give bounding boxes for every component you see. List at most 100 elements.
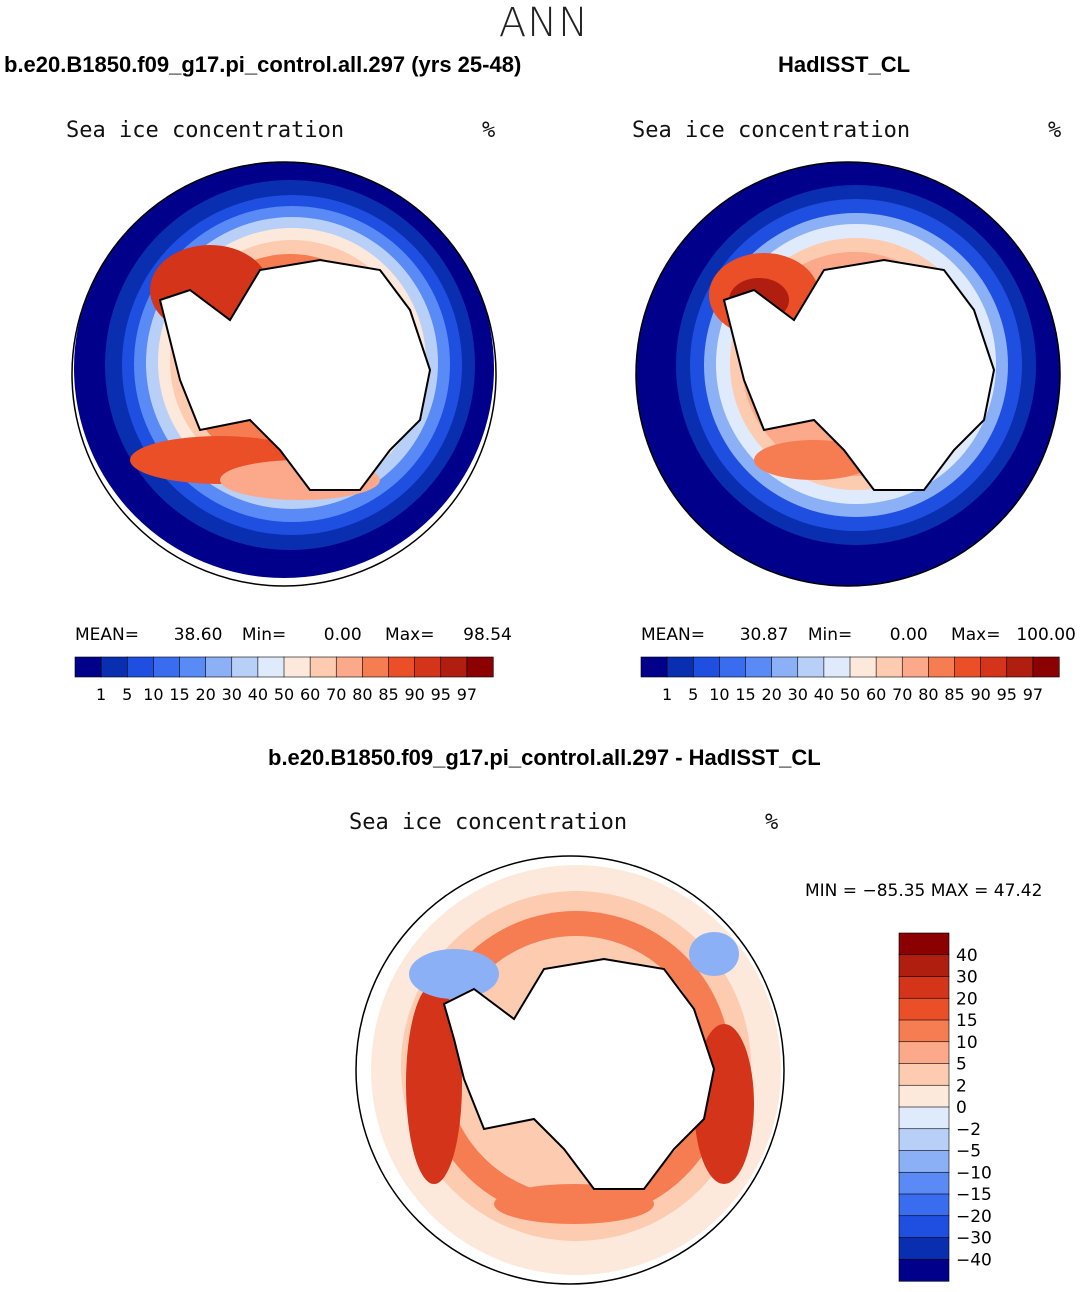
colorbar-swatch bbox=[74, 656, 102, 678]
colorbar-swatch bbox=[126, 656, 154, 678]
obs-min-value: 0.00 bbox=[889, 625, 928, 645]
colorbar-swatch bbox=[901, 656, 929, 678]
colorbar-tick-label: 30 bbox=[956, 968, 978, 988]
obs-case-title: HadISST_CL bbox=[778, 52, 911, 77]
diff-polar-map bbox=[355, 855, 785, 1285]
colorbar-swatch bbox=[179, 656, 207, 678]
colorbar-tick-label: 1 bbox=[662, 685, 672, 704]
colorbar-swatch bbox=[771, 656, 799, 678]
diff-units-label: % bbox=[765, 810, 779, 835]
colorbar-tick-label: 15 bbox=[169, 685, 189, 704]
colorbar-swatch bbox=[823, 656, 851, 678]
colorbar-swatch bbox=[898, 1237, 950, 1260]
obs-polar-map bbox=[635, 161, 1061, 587]
colorbar-swatch bbox=[362, 656, 390, 678]
obs-units-label: % bbox=[1048, 118, 1062, 143]
colorbar-tick-label: 0 bbox=[956, 1098, 967, 1118]
diff-minmax: MIN = −85.35 MAX = 47.42 bbox=[805, 881, 1043, 901]
obs-max-label: Max= bbox=[951, 625, 1001, 645]
colorbar-tick-label: 70 bbox=[892, 685, 912, 704]
colorbar-swatch bbox=[898, 976, 950, 999]
colorbar-swatch bbox=[640, 656, 668, 678]
antarctica-coastline bbox=[722, 258, 996, 491]
colorbar-tick-label: 10 bbox=[709, 685, 729, 704]
model-mean-label: MEAN= bbox=[75, 625, 139, 645]
model-variable-label: Sea ice concentration bbox=[66, 118, 345, 143]
colorbar-tick-label: −15 bbox=[956, 1185, 992, 1205]
colorbar-swatch bbox=[898, 1258, 950, 1282]
colorbar-swatch bbox=[692, 656, 720, 678]
colorbar-tick-label: 85 bbox=[944, 685, 964, 704]
model-units-label: % bbox=[482, 118, 496, 143]
model-case-title: b.e20.B1850.f09_g17.pi_control.all.297 (… bbox=[4, 52, 522, 77]
model-min-label: Min= bbox=[241, 625, 287, 645]
colorbar-swatch bbox=[875, 656, 903, 678]
colorbar-swatch bbox=[898, 1128, 950, 1152]
colorbar-swatch bbox=[849, 656, 877, 678]
colorbar-tick-label: 10 bbox=[956, 1033, 978, 1053]
colorbar-swatch bbox=[898, 1063, 950, 1086]
colorbar-swatch bbox=[928, 656, 956, 678]
colorbar-tick-label: 90 bbox=[970, 685, 990, 704]
colorbar-tick-label: 95 bbox=[431, 685, 451, 704]
colorbar-tick-label: 30 bbox=[222, 685, 242, 704]
colorbar-swatch bbox=[719, 656, 747, 678]
colorbar-swatch bbox=[414, 656, 442, 678]
colorbar-tick-label: 20 bbox=[195, 685, 215, 704]
colorbar-swatch bbox=[309, 656, 337, 678]
colorbar-tick-label: 2 bbox=[956, 1076, 967, 1096]
obs-colorbar: 1 5 10 15 20 30 40 50 60 70 80 85 90 95 97 bbox=[640, 656, 1060, 704]
colorbar-swatch bbox=[954, 656, 982, 678]
colorbar-swatch bbox=[1006, 656, 1034, 678]
antarctica-coastline bbox=[158, 258, 432, 491]
colorbar-tick-label: −10 bbox=[956, 1163, 992, 1183]
colorbar-swatch bbox=[898, 1106, 950, 1130]
colorbar-tick-label: 60 bbox=[866, 685, 886, 704]
colorbar-tick-label: 70 bbox=[326, 685, 346, 704]
colorbar-tick-label: 5 bbox=[956, 1055, 967, 1075]
colorbar-swatch bbox=[898, 932, 950, 956]
colorbar-tick-label: 1 bbox=[96, 685, 106, 704]
model-max-value: 98.54 bbox=[463, 625, 512, 645]
colorbar-swatch bbox=[898, 1171, 950, 1195]
obs-variable-label: Sea ice concentration bbox=[632, 118, 911, 143]
colorbar-tick-label: 5 bbox=[688, 685, 698, 704]
colorbar-tick-label: 40 bbox=[956, 946, 978, 966]
colorbar-swatch bbox=[388, 656, 416, 678]
colorbar-tick-label: 97 bbox=[1023, 685, 1043, 704]
colorbar-swatch bbox=[153, 656, 181, 678]
colorbar-tick-label: 10 bbox=[143, 685, 163, 704]
colorbar-swatch bbox=[898, 1150, 950, 1173]
colorbar-tick-label: 40 bbox=[248, 685, 268, 704]
obs-stats: MEAN= 30.87 Min= 0.00 Max= 100.00 bbox=[641, 625, 1076, 645]
colorbar-tick-label: 60 bbox=[300, 685, 320, 704]
colorbar-swatch bbox=[980, 656, 1008, 678]
colorbar-swatch bbox=[257, 656, 285, 678]
colorbar-tick-label: 15 bbox=[956, 1011, 978, 1031]
obs-max-value: 100.00 bbox=[1016, 625, 1076, 645]
obs-mean-label: MEAN= bbox=[641, 625, 705, 645]
diff-case-title: b.e20.B1850.f09_g17.pi_control.all.297 -… bbox=[268, 745, 821, 770]
colorbar-tick-label: 80 bbox=[352, 685, 372, 704]
colorbar-tick-label: 5 bbox=[122, 685, 132, 704]
colorbar-swatch bbox=[898, 954, 950, 978]
colorbar-tick-label: 95 bbox=[997, 685, 1017, 704]
colorbar-swatch bbox=[283, 656, 311, 678]
colorbar-swatch bbox=[666, 656, 694, 678]
model-min-value: 0.00 bbox=[323, 625, 362, 645]
diff-variable-label: Sea ice concentration bbox=[349, 810, 628, 835]
colorbar-tick-label: 50 bbox=[840, 685, 860, 704]
colorbar-swatch bbox=[335, 656, 363, 678]
page-title: ANN bbox=[498, 0, 590, 46]
colorbar-tick-label: −20 bbox=[956, 1207, 992, 1227]
colorbar-swatch bbox=[745, 656, 773, 678]
colorbar-tick-label: 90 bbox=[404, 685, 424, 704]
colorbar-swatch bbox=[440, 656, 468, 678]
antarctica-coastline bbox=[442, 957, 716, 1190]
colorbar-swatch bbox=[898, 997, 950, 1021]
obs-min-label: Min= bbox=[807, 625, 853, 645]
colorbar-swatch bbox=[466, 656, 494, 678]
obs-mean-value: 30.87 bbox=[739, 625, 789, 645]
colorbar-tick-label: 20 bbox=[761, 685, 781, 704]
